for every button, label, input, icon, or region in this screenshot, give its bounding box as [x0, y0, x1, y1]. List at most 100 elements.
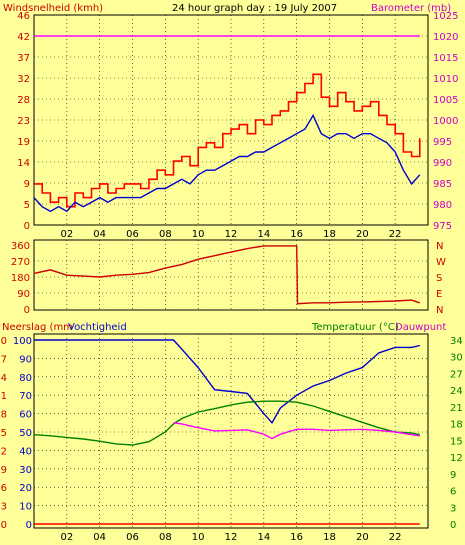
- wind-tick-label: 46: [17, 11, 30, 22]
- compass-tick-label: W: [436, 257, 446, 268]
- barometer-tick-label: 1005: [433, 95, 458, 106]
- humidity-tick-label: 0: [26, 520, 32, 531]
- barometer-tick-label: 990: [433, 158, 452, 169]
- temperature-tick-label: 21: [450, 403, 463, 414]
- temp-x-tick-label: 16: [290, 532, 303, 543]
- barometer-tick-label: 980: [433, 200, 452, 211]
- temperature-tick-label: 9: [450, 470, 456, 481]
- temperature-tick-label: 0: [450, 520, 456, 531]
- humidity-axis-title: Vochtigheid: [68, 322, 127, 333]
- wind-tick-label: 28: [17, 95, 30, 106]
- rain-tick-label: 6: [1, 483, 7, 494]
- humidity-tick-label: 80: [19, 373, 32, 384]
- rain-tick-label: 21: [0, 391, 7, 402]
- rain-tick-label: 0: [1, 520, 7, 531]
- wind-tick-label: 32: [17, 74, 30, 85]
- humidity-line: [34, 339, 420, 424]
- temp-x-tick-label: 10: [192, 532, 205, 543]
- barometer-tick-label: 1015: [433, 53, 458, 64]
- wind-tick-label: 23: [17, 116, 30, 127]
- wind-tick-label: 5: [24, 200, 30, 211]
- humidity-tick-label: 90: [19, 354, 32, 365]
- wind-tick-label: 0: [24, 221, 30, 232]
- wind-x-tick-label: 04: [93, 229, 106, 240]
- wind-x-tick-label: 12: [225, 229, 238, 240]
- compass-tick-label: N: [436, 305, 443, 316]
- wind-x-tick-label: 20: [356, 229, 369, 240]
- wind-tick-label: 9: [24, 179, 30, 190]
- wind-x-tick-label: 06: [126, 229, 139, 240]
- temperature-tick-label: 24: [450, 386, 463, 397]
- temperature-axis-title: Temperatuur (°C): [311, 322, 399, 333]
- direction-tick-label: 0: [24, 305, 30, 316]
- rain-tick-label: 27: [0, 354, 7, 365]
- direction-tick-label: 90: [17, 289, 30, 300]
- humidity-tick-label: 50: [19, 428, 32, 439]
- temp-x-tick-label: 02: [60, 532, 73, 543]
- dewpoint-axis-title: Dauwpunt: [395, 322, 446, 333]
- temperature-tick-label: 27: [450, 369, 463, 380]
- wind-tick-label: 14: [17, 158, 30, 169]
- wind-x-tick-label: 16: [290, 229, 303, 240]
- barometer-axis-title: Barometer (mb): [371, 3, 451, 14]
- direction-panel: [33, 239, 429, 311]
- wind-speed-axis-title: Windsnelheid (kmh): [3, 3, 103, 14]
- rain-tick-label: 12: [0, 446, 7, 457]
- rain-tick-label: 15: [0, 428, 7, 439]
- temperature-tick-label: 15: [450, 436, 463, 447]
- barometer-tick-label: 1010: [433, 74, 458, 85]
- temp-x-tick-label: 08: [159, 532, 172, 543]
- chart-title: 24 hour graph day : 19 July 2007: [172, 3, 337, 14]
- data-lines: [33, 35, 421, 525]
- barometer-tick-label: 985: [433, 179, 452, 190]
- temperature-tick-label: 34: [450, 336, 463, 347]
- humidity-tick-label: 60: [19, 410, 32, 421]
- compass-tick-label: N: [436, 241, 443, 252]
- wind-tick-label: 42: [17, 32, 30, 43]
- rain-tick-label: 30: [0, 336, 7, 347]
- direction-line: [33, 245, 421, 305]
- humidity-tick-label: 70: [19, 391, 32, 402]
- wind-x-tick-label: 10: [192, 229, 205, 240]
- humidity-tick-label: 20: [19, 483, 32, 494]
- temp-x-tick-label: 20: [356, 532, 369, 543]
- temp-x-tick-label: 22: [389, 532, 402, 543]
- barometer-tick-label: 1020: [433, 32, 458, 43]
- temp-x-tick-label: 12: [225, 532, 238, 543]
- direction-tick-label: 360: [11, 241, 30, 252]
- rain-tick-label: 9: [1, 465, 7, 476]
- direction-tick-label: 270: [11, 257, 30, 268]
- wind-x-tick-label: 02: [60, 229, 73, 240]
- rain-tick-label: 24: [0, 373, 7, 384]
- wind-x-tick-label: 14: [257, 229, 270, 240]
- rain-axis-title: Neerslag (mm: [2, 322, 73, 333]
- temperature-tick-label: 3: [450, 503, 456, 514]
- wind-x-tick-label: 18: [323, 229, 336, 240]
- humidity-tick-label: 100: [13, 336, 32, 347]
- temperature-tick-label: 12: [450, 453, 463, 464]
- gust-line: [34, 73, 421, 208]
- humidity-tick-label: 40: [19, 446, 32, 457]
- direction-tick-label: 180: [11, 273, 30, 284]
- barometer-tick-label: 1000: [433, 116, 458, 127]
- wind-tick-label: 37: [17, 53, 30, 64]
- rain-tick-label: 3: [1, 502, 7, 513]
- wind-x-tick-label: 08: [159, 229, 172, 240]
- temperature-tick-label: 30: [450, 353, 463, 364]
- temp-x-tick-label: 06: [126, 532, 139, 543]
- compass-tick-label: S: [436, 273, 442, 284]
- temp-x-tick-label: 14: [257, 532, 270, 543]
- wind-speed-line: [33, 113, 421, 213]
- axis-labels: 0591419232832374246975980985990995100010…: [0, 11, 463, 543]
- barometer-tick-label: 1025: [433, 11, 458, 22]
- barometer-tick-label: 995: [433, 137, 452, 148]
- barometer-tick-label: 975: [433, 221, 452, 232]
- compass-tick-label: E: [436, 289, 442, 300]
- temperature-tick-label: 18: [450, 420, 463, 431]
- dewpoint-line: [173, 422, 420, 440]
- humidity-tick-label: 10: [19, 502, 32, 513]
- rain-tick-label: 18: [0, 410, 7, 421]
- wind-tick-label: 19: [17, 137, 30, 148]
- wind-x-tick-label: 22: [389, 229, 402, 240]
